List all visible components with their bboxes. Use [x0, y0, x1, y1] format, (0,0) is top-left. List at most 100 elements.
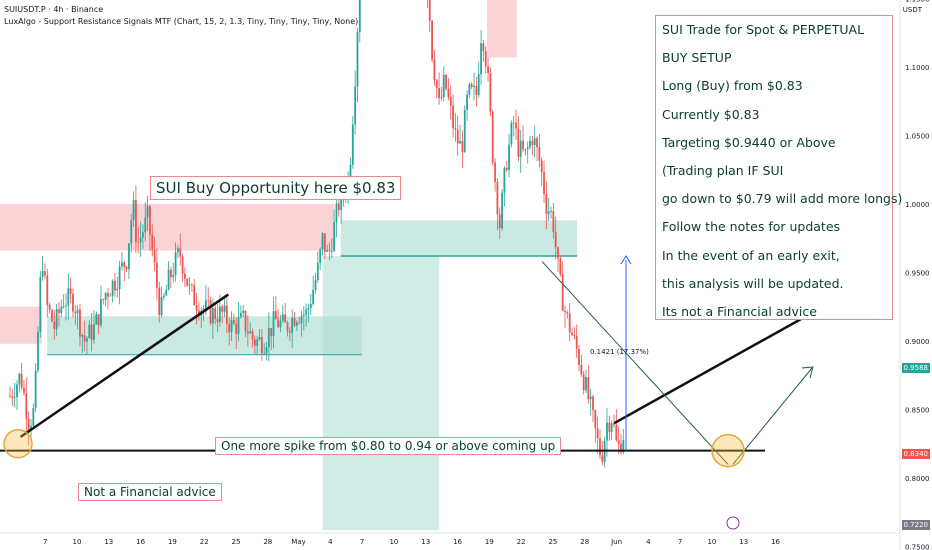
candle-body [69, 288, 72, 294]
candle-body [267, 328, 270, 348]
candle-body [354, 86, 357, 125]
candle-body [531, 140, 534, 145]
candle-body [330, 250, 333, 252]
candle-body [186, 278, 189, 286]
candle-body [211, 308, 214, 324]
candle-body [156, 262, 158, 288]
candle-body [221, 306, 224, 312]
note-line: Long (Buy) from $0.83 [662, 78, 803, 94]
candle-body [442, 74, 445, 98]
candle-body [566, 312, 569, 314]
candle-body [76, 309, 79, 314]
candle-body [615, 424, 618, 441]
candle-body [277, 319, 280, 328]
candle-body [188, 284, 191, 286]
candle-body [477, 74, 480, 96]
x-tick-label: 19 [485, 538, 494, 546]
candle-body [440, 97, 443, 99]
candle-body [461, 140, 464, 152]
candle-body [32, 408, 35, 426]
candle-body [83, 335, 86, 342]
x-tick-label: 16 [453, 538, 462, 546]
highlight-circle [711, 433, 745, 468]
candle-body [128, 243, 130, 270]
candle-body [39, 276, 42, 332]
candle-body [260, 337, 263, 354]
candle-body [582, 374, 585, 391]
candle-body [111, 280, 114, 296]
support-zone [340, 220, 578, 257]
candle-body [123, 262, 126, 267]
resistance-zone [0, 204, 335, 251]
note-line: In the event of an early exit, [662, 247, 840, 263]
candle-body [284, 314, 287, 323]
candle-body [321, 233, 324, 250]
resistance-zone [0, 306, 42, 344]
mark-price-tag: 0.8340 [901, 449, 930, 459]
candle-body [335, 203, 338, 223]
candle-body [55, 309, 58, 329]
x-tick-label: 13 [739, 538, 748, 546]
indicator-title: LuxAlgo - Support Resistance Signals MTF… [4, 17, 359, 26]
candle-body [494, 162, 496, 182]
candle-body [580, 364, 583, 375]
candle-body [202, 308, 205, 311]
candle-body [550, 211, 552, 212]
candle-body [538, 147, 541, 161]
candle-body [337, 203, 340, 211]
candle-body [491, 111, 494, 163]
candle-body [433, 59, 436, 81]
axis-unit: USDT [902, 6, 922, 14]
resistance-zone [487, 0, 517, 58]
candle-body [454, 128, 457, 130]
candle-body [41, 271, 44, 277]
candle-body [522, 140, 524, 150]
candle-body [242, 310, 245, 313]
candle-body [302, 314, 305, 316]
y-tick-label: 1.1500 [905, 0, 930, 4]
low-price-tag: 0.7220 [901, 520, 930, 530]
candle-body [519, 140, 522, 157]
candle-body [445, 74, 447, 89]
candle-body [281, 314, 284, 321]
candle-body [601, 455, 604, 462]
candle-body [435, 80, 438, 89]
candle-body [536, 138, 538, 148]
candle-body [272, 311, 275, 337]
candle-body [146, 206, 149, 218]
note-line: Targeting $0.9440 or Above [662, 134, 836, 150]
candle-body [543, 172, 545, 195]
candle-body [100, 299, 102, 326]
candle-body [135, 200, 137, 243]
candle-body [139, 237, 142, 243]
candle-body [431, 20, 433, 60]
candle-body [545, 194, 548, 214]
candle-body [323, 233, 326, 252]
candle-body [489, 73, 492, 112]
candle-body [557, 247, 559, 259]
x-tick-label: Jun [610, 538, 622, 546]
candle-body [244, 310, 247, 332]
candle-body [79, 309, 81, 337]
candle-body [95, 314, 98, 325]
candle-body [487, 66, 489, 74]
candle-body [107, 293, 109, 297]
candle-body [86, 338, 88, 342]
candle-body [307, 307, 310, 310]
projection-down [541, 261, 729, 465]
candle-body [190, 284, 193, 286]
candle-body [102, 299, 105, 301]
x-tick-label: 16 [136, 538, 145, 546]
buy-opportunity-label: SUI Buy Opportunity here $0.83 [150, 176, 402, 200]
candle-body [526, 147, 529, 150]
y-tick-label: 0.9000 [905, 338, 930, 346]
candle-body [246, 331, 249, 334]
candle-body [158, 287, 161, 316]
y-tick-label: 0.8000 [905, 475, 930, 483]
x-tick-label: 16 [771, 538, 780, 546]
candle-body [125, 266, 128, 270]
y-tick-label: 0.9500 [905, 270, 930, 278]
x-tick-label: 13 [104, 538, 113, 546]
candle-body [470, 84, 473, 88]
candle-body [195, 305, 198, 311]
